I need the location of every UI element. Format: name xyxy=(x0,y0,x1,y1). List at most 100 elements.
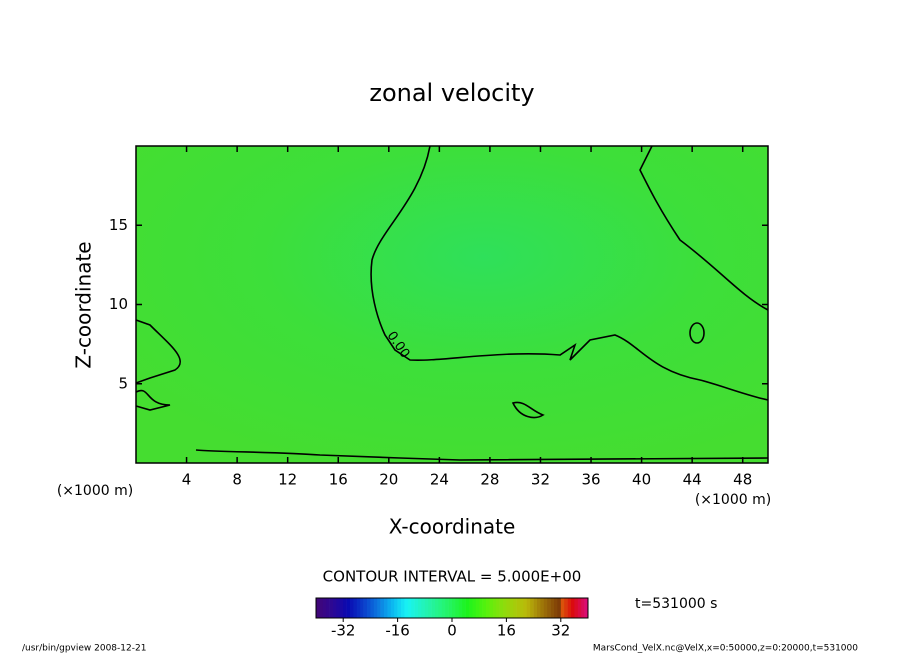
colorbar-stripe xyxy=(418,598,422,618)
x-tick-label: 32 xyxy=(531,471,550,489)
colorbar-stripe xyxy=(475,598,480,618)
colorbar-stripe xyxy=(574,598,579,618)
colorbar-stripe xyxy=(407,598,412,618)
colorbar-stripe xyxy=(431,598,436,618)
footer-left: /usr/bin/gpview 2008-12-21 xyxy=(22,644,146,654)
colorbar-stripe xyxy=(343,598,347,618)
colorbar-stripe xyxy=(360,598,364,618)
colorbar-stripe xyxy=(411,598,415,618)
y-tick-label: 15 xyxy=(109,216,128,234)
x-tick-label: 28 xyxy=(480,471,499,489)
y-tick-label: 10 xyxy=(109,295,128,313)
colorbar-stripe xyxy=(581,598,585,618)
contour-line xyxy=(511,401,545,419)
colorbar-stripe xyxy=(458,598,463,618)
colorbar-stripe xyxy=(387,598,392,618)
contour-line xyxy=(135,389,171,411)
colorbar-stripe xyxy=(557,598,562,618)
colorbar-stripe xyxy=(441,598,446,618)
contour-line xyxy=(135,319,181,384)
colorbar-stripe xyxy=(336,598,341,618)
colorbar-stripe xyxy=(489,598,494,618)
colorbar-stripe xyxy=(333,598,337,618)
colorbar-stripe xyxy=(499,598,504,618)
contour-line xyxy=(639,145,769,311)
colorbar-stripe xyxy=(516,598,521,618)
colorbar-stripe xyxy=(316,598,320,618)
colorbar-stripe xyxy=(346,598,351,618)
contour-line xyxy=(370,145,769,401)
colorbar-stripe xyxy=(584,598,589,618)
colorbar-stripe xyxy=(397,598,402,618)
colorbar-stripe xyxy=(339,598,344,618)
colorbar-stripe xyxy=(513,598,517,618)
colorbar-stripe xyxy=(547,598,551,618)
contour-line xyxy=(689,322,705,344)
colorbar-stripe xyxy=(492,598,497,618)
colorbar-stripe xyxy=(435,598,439,618)
colorbar-stripe xyxy=(363,598,368,618)
colorbar-stripe xyxy=(543,598,548,618)
x-axis-label: X-coordinate xyxy=(389,515,516,539)
colorbar-stripe xyxy=(530,598,534,618)
colorbar-stripe xyxy=(520,598,524,618)
colorbar-stripe xyxy=(356,598,361,618)
colorbar-stripe xyxy=(496,598,500,618)
colorbar-stripe xyxy=(448,598,453,618)
colorbar-stripe xyxy=(367,598,371,618)
colorbar-tick-label: -32 xyxy=(331,622,356,640)
colorbar-stripe xyxy=(462,598,466,618)
x-tick-label: 24 xyxy=(430,471,449,489)
colorbar-tick-label: 32 xyxy=(551,622,570,640)
y-unit: (×1000 m) xyxy=(695,492,771,508)
contours xyxy=(135,145,769,461)
colorbar-stripe xyxy=(554,598,558,618)
colorbar-stripe xyxy=(390,598,395,618)
colorbar-stripe xyxy=(350,598,354,618)
colorbar-stripe xyxy=(414,598,419,618)
colorbar-stripe xyxy=(564,598,568,618)
colorbar-stripe xyxy=(452,598,456,618)
colorbar-stripe xyxy=(394,598,398,618)
colorbar-stripe xyxy=(482,598,487,618)
colorbar-stripe xyxy=(445,598,449,618)
colorbar-stripe xyxy=(469,598,473,618)
colorbar-stripe xyxy=(577,598,582,618)
colorbar-stripe xyxy=(479,598,483,618)
colorbar-stripe xyxy=(465,598,470,618)
chart-title: zonal velocity xyxy=(369,79,534,107)
colorbar-stripe xyxy=(380,598,385,618)
colorbar-stripe xyxy=(438,598,443,618)
colorbar-stripe xyxy=(377,598,381,618)
x-tick-label: 44 xyxy=(683,471,702,489)
x-tick-label: 4 xyxy=(182,471,192,489)
colorbar-stripe xyxy=(424,598,429,618)
colorbar-stripe xyxy=(322,598,327,618)
colorbar-stripe xyxy=(509,598,514,618)
x-tick-label: 48 xyxy=(733,471,752,489)
colorbar-stripe xyxy=(537,598,541,618)
y-tick-label: 5 xyxy=(118,374,128,392)
colorbar-stripe xyxy=(472,598,477,618)
x-tick-label: 16 xyxy=(329,471,348,489)
colorbar-stripe xyxy=(526,598,531,618)
colorbar-stripe xyxy=(353,598,358,618)
colorbar-stripe xyxy=(384,598,388,618)
colorbar-stripe xyxy=(571,598,575,618)
colorbar-stripe xyxy=(506,598,511,618)
footer-right: MarsCond_VelX.nc@VelX,x=0:50000,z=0:2000… xyxy=(593,644,858,654)
x-tick-label: 8 xyxy=(232,471,242,489)
contour-line xyxy=(195,449,769,461)
colorbar-stripe xyxy=(540,598,545,618)
colorbar-stripe xyxy=(567,598,572,618)
x-tick-label: 12 xyxy=(278,471,297,489)
colorbar-stripe xyxy=(550,598,555,618)
colorbar-stripe xyxy=(401,598,405,618)
colorbar-tick-label: 0 xyxy=(447,622,457,640)
y-axis-label: Z-coordinate xyxy=(72,241,96,368)
colorbar-stripe xyxy=(326,598,330,618)
colorbar-stripe xyxy=(560,598,565,618)
contour-interval: CONTOUR INTERVAL = 5.000E+00 xyxy=(323,568,582,586)
colorbar-stripe xyxy=(404,598,409,618)
x-unit: (×1000 m) xyxy=(57,483,133,499)
